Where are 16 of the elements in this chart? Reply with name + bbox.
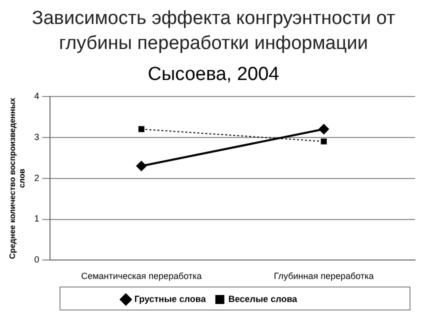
x-tick-label: Глубинная переработка (274, 271, 374, 282)
point (136, 161, 146, 172)
chart-title: Зависимость эффекта конгруэнтности от глубины переработки информации (30, 7, 396, 56)
point (138, 126, 144, 132)
y-tick-label: 0 (34, 254, 40, 265)
y-tick-label: 4 (34, 90, 40, 101)
chart-subtitle: Сысоева, 2004 (146, 63, 280, 87)
y-tick-label: 3 (34, 132, 40, 142)
y-tick-label: 2 (34, 172, 40, 183)
x-tick-label: Семантическая переработка (81, 271, 202, 282)
point (318, 124, 329, 134)
legend-label: Веселые слова (228, 294, 298, 304)
y-tick-label: 1 (34, 214, 40, 224)
legend-label: Грустные слова (134, 294, 207, 304)
point (320, 138, 327, 144)
y-axis-title: Среднее количество воспроизведенных слов (8, 97, 27, 259)
